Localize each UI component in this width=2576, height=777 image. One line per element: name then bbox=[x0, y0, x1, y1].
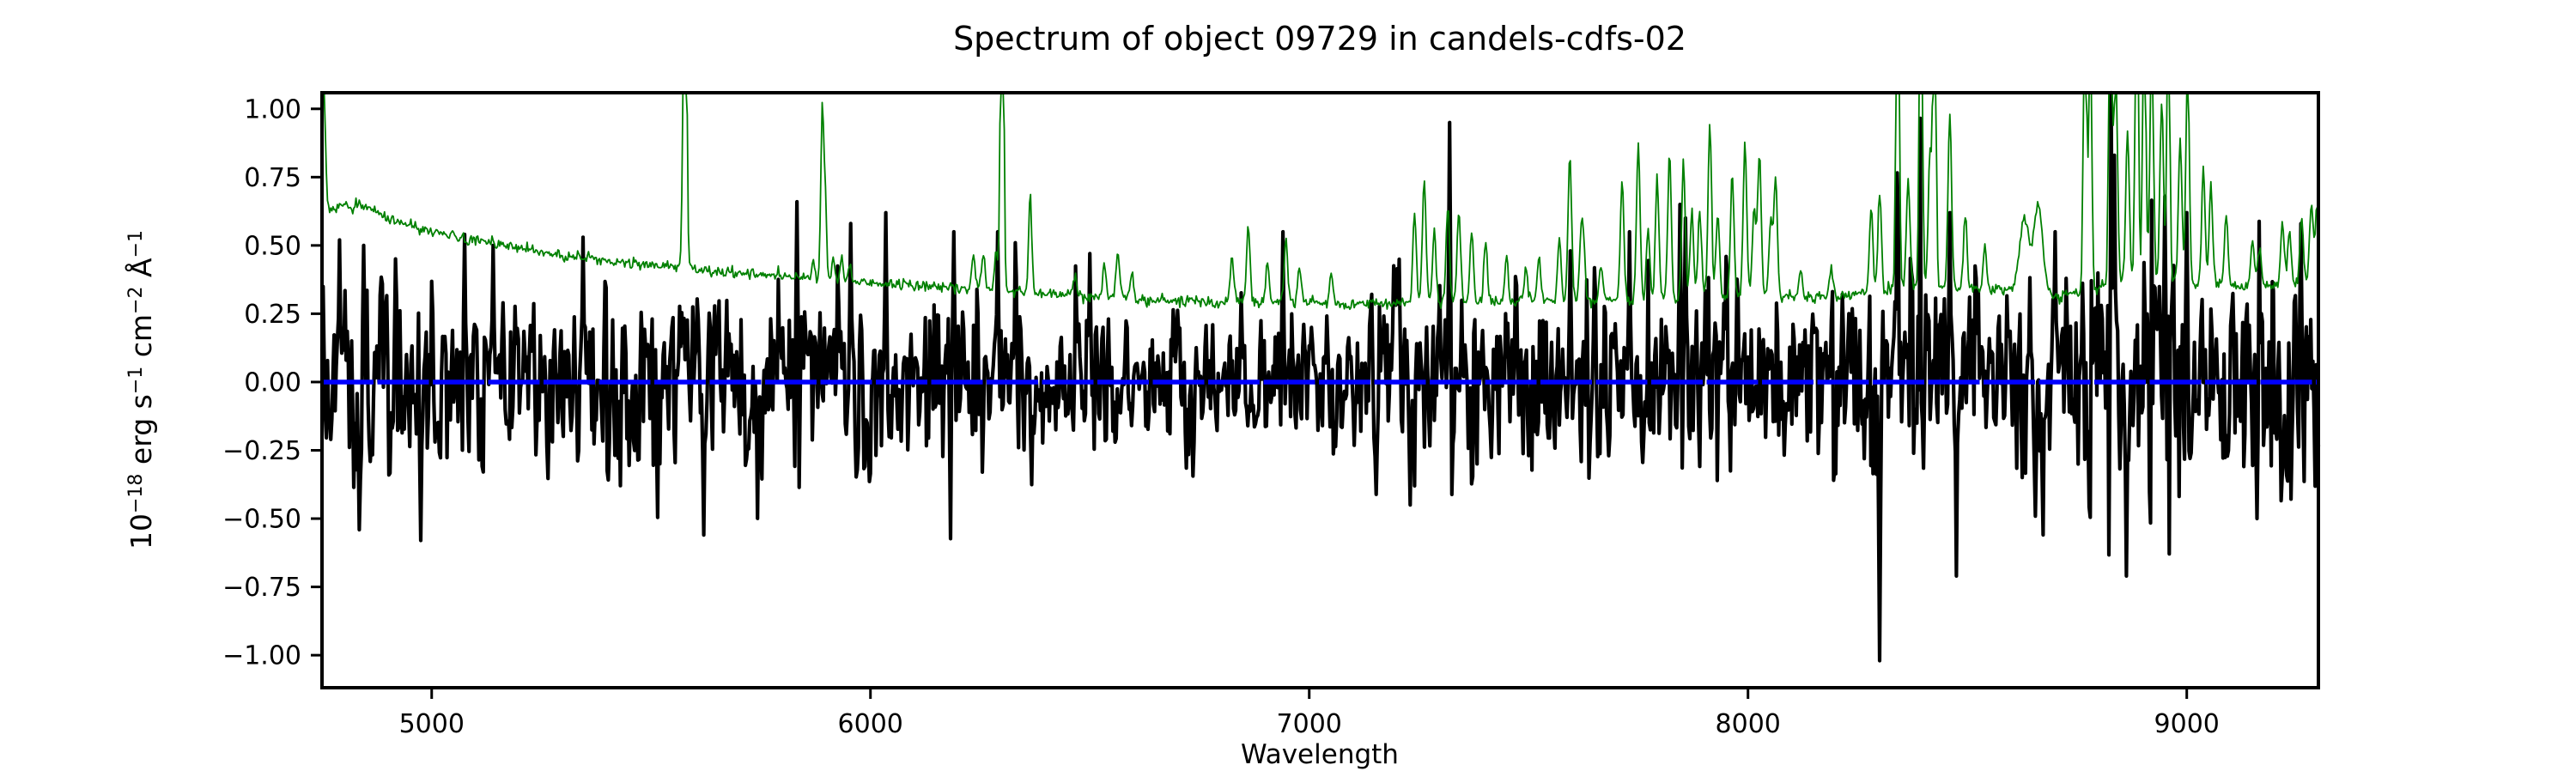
x-tick-label: 8000 bbox=[1716, 709, 1781, 739]
y-tick-label: 0.75 bbox=[244, 163, 301, 193]
noise-spectrum-line bbox=[322, 92, 2319, 311]
axes-layer: 5000 6000 7000 8000 9000 1.00 0.75 0.50 0.25 0.00… bbox=[222, 91, 2320, 739]
y-tick-label: 0.50 bbox=[244, 231, 301, 261]
y-tick-label: 0.00 bbox=[244, 367, 301, 398]
x-tick-label: 9000 bbox=[2154, 709, 2220, 739]
y-axis-label: 10−18 erg s−1 cm−2 Å−1 bbox=[124, 230, 158, 549]
y-tick-label: −0.25 bbox=[222, 436, 301, 466]
x-tick-label: 7000 bbox=[1277, 709, 1342, 739]
x-tick-label: 5000 bbox=[399, 709, 465, 739]
y-tick-label: −1.00 bbox=[222, 641, 301, 671]
x-tick-label: 6000 bbox=[838, 709, 903, 739]
x-axis-label: Wavelength bbox=[1241, 739, 1399, 770]
y-tick-label: 1.00 bbox=[244, 94, 301, 124]
chart-title: Spectrum of object 09729 in candels-cdfs… bbox=[953, 20, 1686, 58]
axes-spines bbox=[320, 91, 2320, 689]
series-layer bbox=[319, 90, 2321, 663]
y-tick-label: −0.75 bbox=[222, 573, 301, 603]
y-tick-label: 0.25 bbox=[244, 300, 301, 330]
spectrum-line bbox=[319, 90, 2321, 663]
y-tick-label: −0.50 bbox=[222, 505, 301, 535]
